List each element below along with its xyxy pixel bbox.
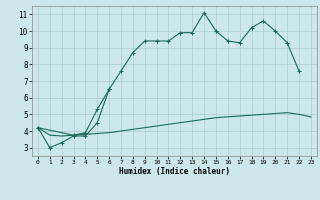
X-axis label: Humidex (Indice chaleur): Humidex (Indice chaleur) bbox=[119, 167, 230, 176]
